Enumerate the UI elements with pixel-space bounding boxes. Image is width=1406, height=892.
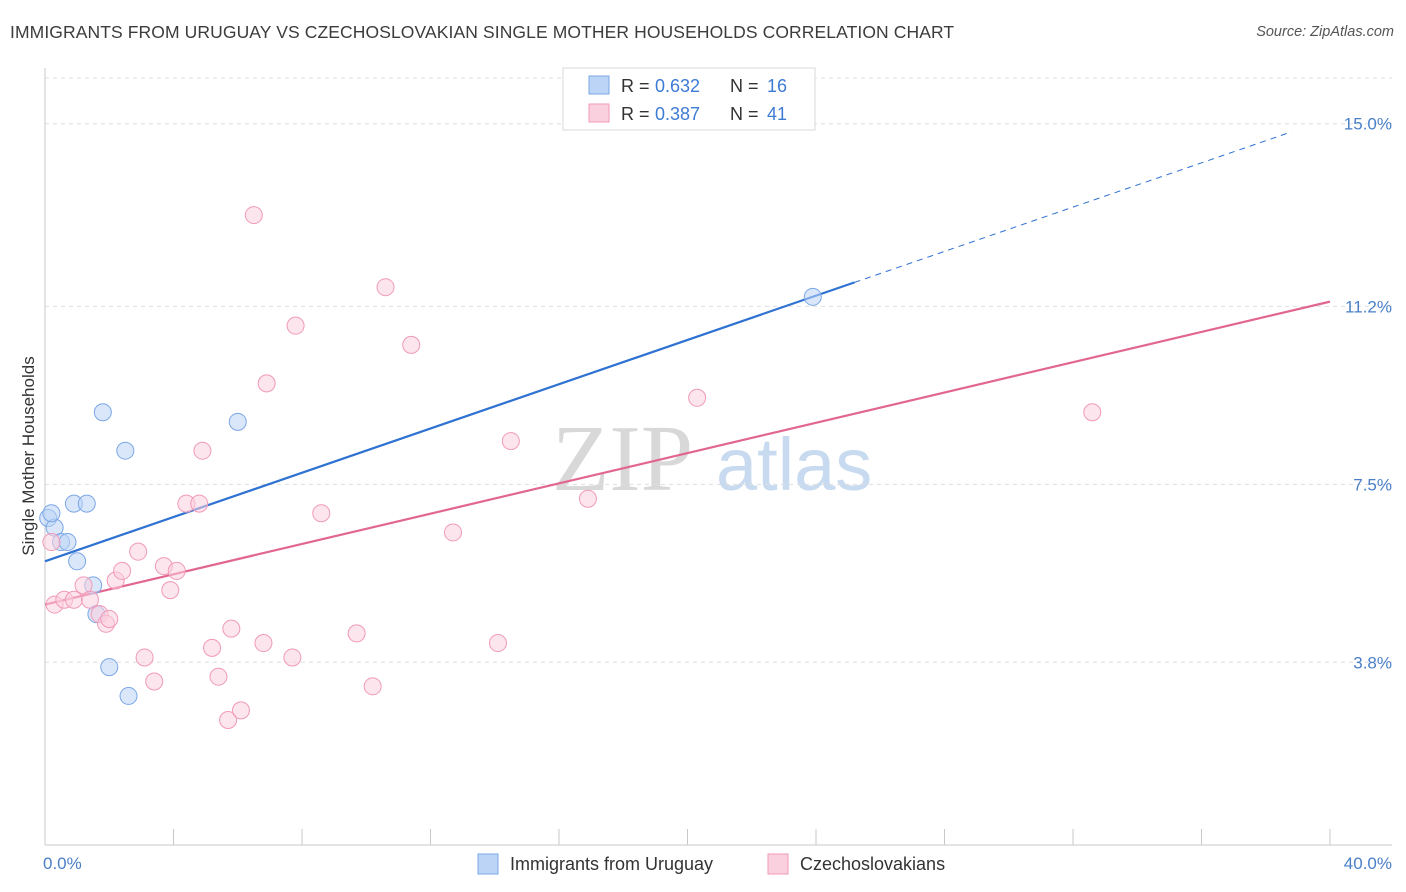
point-series1-31 xyxy=(363,677,382,696)
point-series0-13 xyxy=(228,412,247,431)
legend-swatch-uruguay xyxy=(588,75,610,95)
chart-title: IMMIGRANTS FROM URUGUAY VS CZECHOSLOVAKI… xyxy=(10,22,955,42)
point-series1-29 xyxy=(312,504,331,523)
point-series1-40 xyxy=(100,609,119,628)
point-series0-5 xyxy=(68,552,87,571)
point-series0-15 xyxy=(42,504,61,523)
point-series1-24 xyxy=(244,206,263,225)
y-tick-label-2: 11.2% xyxy=(1345,297,1392,316)
point-series1-32 xyxy=(376,278,395,297)
legend-r-value-2: 0.387 xyxy=(655,104,700,124)
x-ticks xyxy=(44,829,1331,845)
x-tick-label-min: 0.0% xyxy=(43,854,82,873)
point-series1-20 xyxy=(209,667,228,686)
legend-r-label-2: R = xyxy=(621,104,650,124)
y-tick-label-0: 3.8% xyxy=(1353,653,1392,672)
bottom-legend-label-czech: Czechoslovakians xyxy=(800,854,945,874)
point-series1-38 xyxy=(688,388,707,407)
legend-n-value-2: 41 xyxy=(767,104,787,124)
point-series0-11 xyxy=(116,441,135,460)
point-series1-11 xyxy=(135,648,154,667)
point-series0-6 xyxy=(77,494,96,513)
point-series0-3 xyxy=(58,533,77,552)
y-tick-label-3: 15.0% xyxy=(1344,115,1392,134)
trend-line-0 xyxy=(44,281,855,563)
legend-n-label-2: N = xyxy=(730,104,759,124)
bottom-legend-swatch-czech xyxy=(767,853,789,875)
point-series1-18 xyxy=(193,441,212,460)
point-series1-30 xyxy=(347,624,366,643)
legend-r-value-1: 0.632 xyxy=(655,76,700,96)
x-tick-label-max: 40.0% xyxy=(1344,854,1392,873)
point-series1-19 xyxy=(203,638,222,657)
bottom-legend-swatch-uruguay xyxy=(477,853,499,875)
source-label: Source: ZipAtlas.com xyxy=(1256,24,1394,40)
point-series1-9 xyxy=(113,561,132,580)
point-series1-34 xyxy=(443,523,462,542)
point-series1-25 xyxy=(254,634,273,653)
trend-lines xyxy=(44,131,1331,606)
point-series1-27 xyxy=(283,648,302,667)
point-series1-35 xyxy=(488,634,507,653)
point-series1-36 xyxy=(501,432,520,451)
point-series1-26 xyxy=(257,374,276,393)
correlation-legend: R = 0.632 N = 16 R = 0.387 N = 41 xyxy=(562,67,816,131)
legend-n-label-1: N = xyxy=(730,76,759,96)
watermark-atlas: atlas xyxy=(716,423,872,506)
point-series1-21 xyxy=(219,710,238,729)
y-tick-labels: 3.8% 7.5% 11.2% 15.0% xyxy=(1344,115,1392,673)
bottom-legend-label-uruguay: Immigrants from Uruguay xyxy=(510,854,713,874)
point-series1-15 xyxy=(167,561,186,580)
gridlines xyxy=(45,77,1392,663)
point-series1-10 xyxy=(129,542,148,561)
y-tick-label-1: 7.5% xyxy=(1353,475,1392,494)
data-points xyxy=(39,206,1102,729)
point-series1-28 xyxy=(286,316,305,335)
legend-r-label-1: R = xyxy=(621,76,650,96)
point-series1-22 xyxy=(222,619,241,638)
series-legend: Immigrants from Uruguay Czechoslovakians xyxy=(477,853,945,875)
point-series0-9 xyxy=(93,403,112,422)
point-series1-3 xyxy=(64,590,83,609)
point-series0-12 xyxy=(119,686,138,705)
watermark-zip: ZIP xyxy=(552,407,693,511)
trend-line-1 xyxy=(44,300,1331,606)
point-series1-0 xyxy=(42,533,61,552)
point-series1-37 xyxy=(578,489,597,508)
point-series1-33 xyxy=(402,335,421,354)
point-series1-23 xyxy=(231,701,250,720)
point-series1-14 xyxy=(161,581,180,600)
legend-swatch-czech xyxy=(588,103,610,123)
point-series1-17 xyxy=(190,494,209,513)
point-series0-10 xyxy=(100,658,119,677)
point-series1-39 xyxy=(1083,403,1102,422)
point-series0-14 xyxy=(803,287,822,306)
legend-n-value-1: 16 xyxy=(767,76,787,96)
point-series1-12 xyxy=(145,672,164,691)
point-series1-5 xyxy=(80,590,99,609)
trend-line-extension-0 xyxy=(854,131,1292,283)
